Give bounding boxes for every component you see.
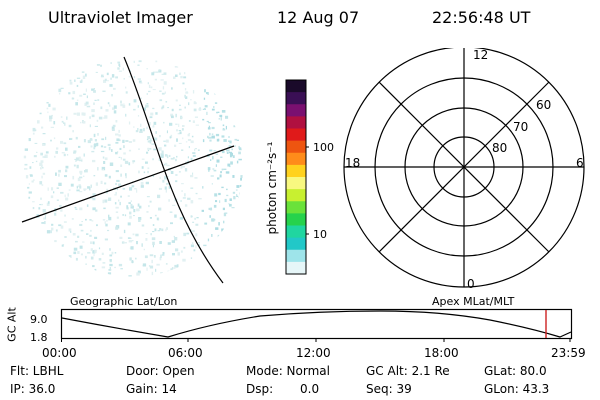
colorbar-band: [286, 201, 306, 214]
timeline-left-title: Geographic Lat/Lon: [70, 295, 178, 308]
status-glat: GLat: 80.0: [484, 364, 547, 378]
colorbar-band: [286, 177, 306, 190]
colorbar-band: [286, 80, 306, 93]
colorbar-band: [286, 237, 306, 251]
colorbar-band: [286, 116, 306, 130]
status-ip: IP: 36.0: [10, 382, 56, 396]
auroral-image-panel: [21, 56, 243, 284]
timeline-x-tick-0600: 06:00: [168, 346, 203, 360]
colorbar-band: [286, 128, 306, 142]
hour-label-0: 0: [467, 277, 475, 291]
magnetic-polar-grid: [343, 48, 585, 288]
colorbar-band: [286, 92, 306, 105]
status-dsp-label: Dsp:: [246, 382, 274, 396]
geographic-latitude-line: [21, 145, 235, 223]
status-filter: Flt: LBHL: [10, 364, 64, 378]
altitude-timeline: [60, 308, 573, 342]
instrument-title: Ultraviolet Imager: [48, 8, 193, 27]
lat-label-60: 60: [536, 98, 552, 112]
timeline-y-tick-bottom: 1.8: [30, 331, 48, 344]
polar-line-diag-2: [378, 81, 550, 253]
lat-label-70: 70: [513, 120, 529, 134]
lat-label-80: 80: [492, 141, 508, 155]
status-dsp-value: 0.0: [300, 382, 320, 396]
colorbar-band: [286, 140, 306, 154]
auroral-emission-disk: [23, 60, 243, 277]
colorbar-band: [286, 152, 306, 166]
colorbar-band: [286, 249, 306, 263]
status-seq: Seq: 39: [366, 382, 412, 396]
timeline-x-tick-0000: 00:00: [42, 346, 77, 360]
status-glon: GLon: 43.3: [484, 382, 550, 396]
timeline-x-tick-1800: 18:00: [424, 346, 459, 360]
colorbar-band: [286, 164, 306, 178]
status-gain: Gain: 14: [126, 382, 177, 396]
colorbar-tick-label-100: 100: [313, 141, 334, 154]
hour-label-6: 6: [576, 156, 584, 170]
colorbar-band: [286, 261, 306, 275]
timeline-x-tick-1200: 12:00: [296, 346, 331, 360]
geographic-meridian-line: [123, 56, 224, 284]
timeline-right-title: Apex MLat/MLT: [432, 295, 515, 308]
timeline-y-tick-top: 9.0: [30, 313, 48, 326]
colorbar-band: [286, 213, 306, 227]
colorbar-tick-label-10: 10: [313, 228, 327, 241]
colorbar: [285, 79, 309, 275]
timeline-x-tick-2359: 23:59: [551, 346, 586, 360]
observation-time: 22:56:48 UT: [432, 8, 531, 27]
colorbar-band: [286, 104, 306, 117]
colorbar-band: [286, 189, 306, 202]
timeline-y-axis-label: GC Alt: [5, 307, 19, 342]
hour-label-12: 12: [473, 48, 489, 62]
observation-date: 12 Aug 07: [277, 8, 360, 27]
status-mode: Mode: Normal: [246, 364, 330, 378]
colorbar-band: [286, 225, 306, 239]
colorbar-unit-label: photon cm⁻²s⁻¹: [265, 141, 279, 235]
status-door: Door: Open: [126, 364, 195, 378]
hour-label-18: 18: [345, 156, 361, 170]
status-gc-alt: GC Alt: 2.1 Re: [366, 364, 450, 378]
altitude-curve: [61, 310, 572, 338]
